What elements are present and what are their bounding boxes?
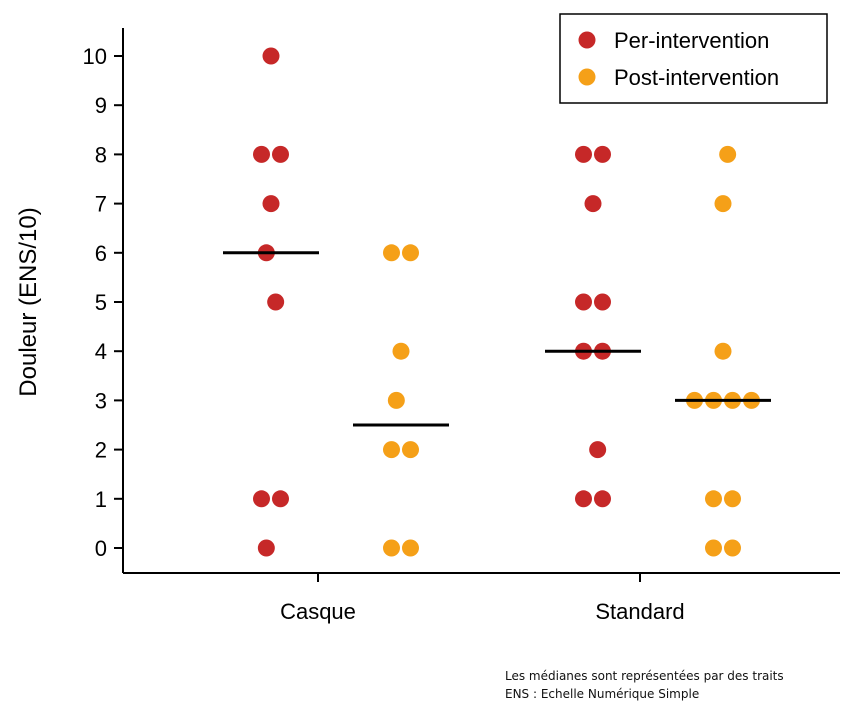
data-point bbox=[383, 539, 400, 557]
data-point bbox=[402, 441, 419, 459]
data-point bbox=[253, 490, 270, 508]
legend-box bbox=[559, 13, 828, 104]
data-point bbox=[724, 539, 741, 557]
data-point bbox=[705, 539, 722, 557]
data-point bbox=[575, 490, 592, 508]
median-lines bbox=[223, 251, 771, 427]
y-tick-label: 0 bbox=[95, 536, 107, 561]
data-point bbox=[594, 145, 611, 163]
data-point bbox=[589, 441, 607, 459]
data-point bbox=[383, 244, 400, 262]
legend-marker bbox=[578, 31, 596, 49]
legend: Per-intervention Post-intervention bbox=[559, 13, 828, 104]
axes-layer bbox=[122, 28, 840, 574]
data-point bbox=[714, 342, 732, 360]
y-axis-label: Douleur (ENS/10) bbox=[15, 207, 42, 396]
data-point bbox=[594, 293, 611, 311]
y-axis-ticks: 0 1 2 3 4 5 6 7 8 9 10 bbox=[83, 44, 123, 561]
data-point bbox=[262, 47, 280, 65]
data-point bbox=[267, 293, 285, 311]
median-note: Les médianes sont représentées par des t… bbox=[505, 669, 784, 683]
scale-note: ENS : Echelle Numérique Simple bbox=[505, 687, 700, 701]
y-tick-label: 8 bbox=[95, 142, 107, 167]
y-tick-label: 2 bbox=[95, 438, 107, 463]
data-point bbox=[383, 441, 400, 459]
y-tick-label: 5 bbox=[95, 290, 107, 315]
data-point bbox=[402, 244, 419, 262]
y-tick-label: 9 bbox=[95, 93, 107, 118]
data-point bbox=[257, 539, 275, 557]
y-tick-label: 4 bbox=[95, 339, 107, 364]
legend-marker bbox=[578, 68, 596, 86]
data-point bbox=[387, 391, 405, 409]
data-point bbox=[719, 145, 737, 163]
y-tick-label: 6 bbox=[95, 241, 107, 266]
legend-label: Post-intervention bbox=[614, 65, 779, 90]
y-tick-label: 7 bbox=[95, 192, 107, 217]
data-point bbox=[392, 342, 410, 360]
data-point bbox=[272, 145, 289, 163]
data-point bbox=[272, 490, 289, 508]
data-point bbox=[594, 490, 611, 508]
data-point bbox=[584, 195, 602, 213]
data-point bbox=[714, 195, 732, 213]
legend-label: Per-intervention bbox=[614, 28, 769, 53]
data-point bbox=[575, 293, 592, 311]
data-point bbox=[253, 145, 270, 163]
x-tick-label: Casque bbox=[280, 599, 356, 624]
data-point bbox=[575, 145, 592, 163]
data-point bbox=[724, 490, 741, 508]
y-tick-label: 10 bbox=[83, 44, 107, 69]
data-point bbox=[402, 539, 419, 557]
data-marks bbox=[253, 47, 760, 557]
x-axis-ticks: Casque Standard bbox=[280, 573, 685, 624]
data-point bbox=[705, 490, 722, 508]
y-tick-label: 3 bbox=[95, 388, 107, 413]
y-tick-label: 1 bbox=[95, 487, 107, 512]
data-point bbox=[262, 195, 280, 213]
x-tick-label: Standard bbox=[595, 599, 684, 624]
